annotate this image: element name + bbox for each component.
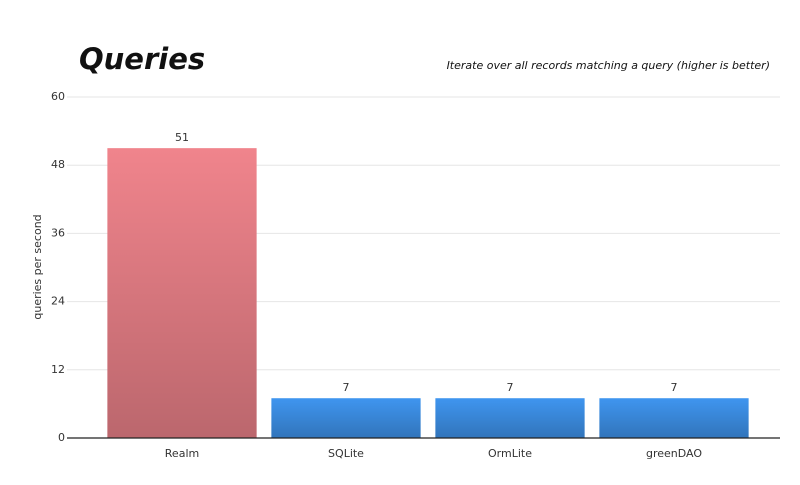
value-label: 7 [343, 381, 350, 394]
bar-shade [599, 398, 749, 438]
value-label: 7 [671, 381, 678, 394]
chart-subtitle: Iterate over all records matching a quer… [447, 59, 770, 72]
y-tick-label: 48 [51, 158, 65, 171]
x-tick-label: greenDAO [646, 447, 702, 460]
x-tick-label: SQLite [328, 447, 364, 460]
x-tick-label: OrmLite [488, 447, 532, 460]
y-tick-label: 0 [58, 431, 65, 444]
y-axis-label: queries per second [31, 214, 44, 319]
bar-shade [107, 148, 257, 438]
y-tick-label: 60 [51, 90, 65, 103]
y-tick-label: 36 [51, 226, 65, 239]
bar-shade [271, 398, 421, 438]
x-tick-label: Realm [165, 447, 199, 460]
value-label: 7 [507, 381, 514, 394]
y-tick-label: 24 [51, 295, 65, 308]
value-label: 51 [175, 131, 189, 144]
chart-title: Queries [79, 42, 205, 76]
y-tick-label: 12 [51, 363, 65, 376]
bar-shade [435, 398, 585, 438]
